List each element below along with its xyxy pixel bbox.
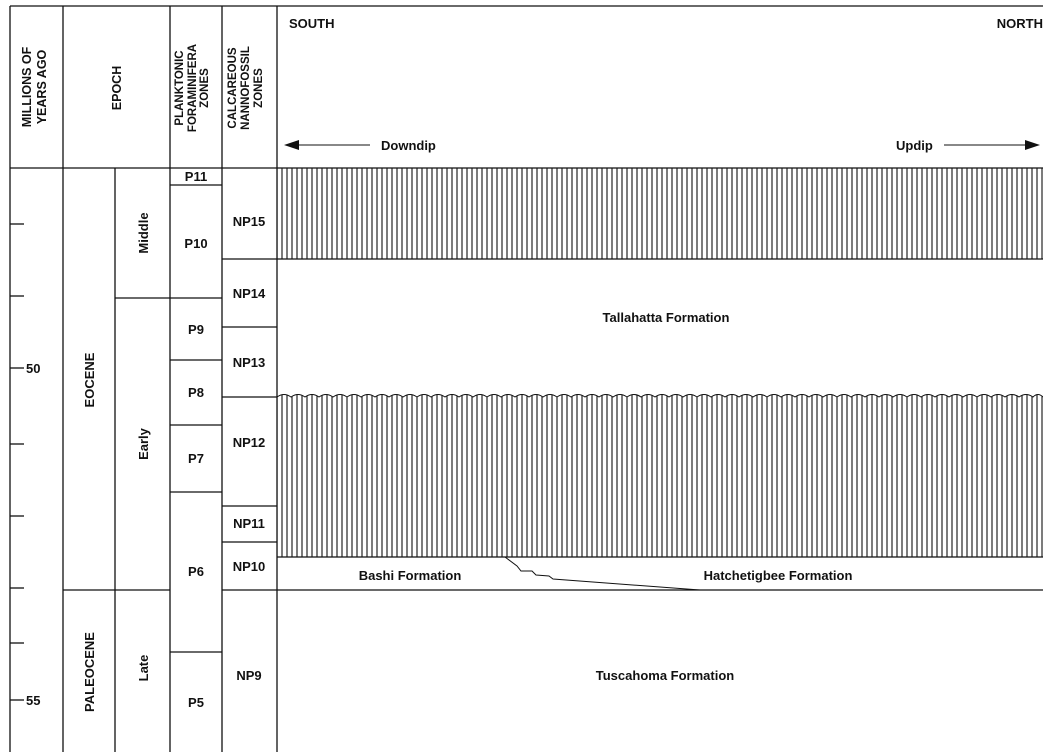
downdip-label: Downdip bbox=[381, 138, 436, 153]
p-zone-label: P10 bbox=[184, 236, 207, 251]
p-zone-label: P8 bbox=[188, 385, 204, 400]
tallahatta-formation-label: Tallahatta Formation bbox=[603, 310, 730, 325]
np-zone-label: NP14 bbox=[233, 286, 266, 301]
nannofossil-header: ZONES bbox=[253, 68, 265, 108]
lower-hiatus-band bbox=[277, 394, 1043, 557]
np-zone-label: NP10 bbox=[233, 559, 266, 574]
updip-arrow-icon bbox=[944, 140, 1040, 150]
np-zone-label: NP13 bbox=[233, 355, 266, 370]
hatchetigbee-formation-label: Hatchetigbee Formation bbox=[704, 568, 853, 583]
late-label: Late bbox=[136, 655, 151, 682]
paleocene-label: PALEOCENE bbox=[82, 632, 97, 712]
np-zone-label: NP12 bbox=[233, 435, 266, 450]
epoch-header: EPOCH bbox=[110, 66, 124, 110]
bashi-formation-label: Bashi Formation bbox=[359, 568, 462, 583]
age-tick-label: 50 bbox=[26, 361, 40, 376]
wavy-unconformity bbox=[276, 394, 1043, 398]
nannofossil-zone-labels: NP15 NP14 NP13 NP12 NP11 NP10 NP9 bbox=[233, 214, 266, 683]
p-zone-label: P7 bbox=[188, 451, 204, 466]
formation-labels: Tallahatta Formation Bashi Formation Hat… bbox=[359, 310, 853, 683]
hatched-bands bbox=[276, 168, 1043, 557]
planktonic-zone-labels: P11 P10 P9 P8 P7 P6 P5 bbox=[184, 169, 207, 710]
p-zone-label: P11 bbox=[185, 169, 207, 184]
age-header: MILLIONS OF bbox=[20, 46, 34, 127]
tuscahoma-formation-label: Tuscahoma Formation bbox=[596, 668, 735, 683]
nannofossil-header: CALCAREOUS bbox=[227, 47, 239, 128]
upper-hiatus-band bbox=[277, 168, 1043, 259]
middle-label: Middle bbox=[136, 212, 151, 253]
nannofossil-header: NANNOFOSSIL bbox=[240, 46, 252, 130]
planktonic-header: ZONES bbox=[199, 68, 211, 108]
np-zone-label: NP15 bbox=[233, 214, 266, 229]
np-zone-label: NP11 bbox=[233, 516, 265, 531]
planktonic-header: PLANKTONIC bbox=[174, 50, 186, 125]
table-grid bbox=[9, 5, 1043, 752]
age-axis: 50 55 bbox=[10, 223, 40, 708]
early-label: Early bbox=[136, 427, 151, 460]
p-zone-label: P6 bbox=[188, 564, 204, 579]
downdip-arrow-icon bbox=[284, 140, 370, 150]
age-tick-label: 55 bbox=[26, 693, 40, 708]
np-zone-label: NP9 bbox=[236, 668, 261, 683]
planktonic-header: FORAMINIFERA bbox=[187, 44, 199, 132]
p-zone-label: P5 bbox=[188, 695, 204, 710]
north-label: NORTH bbox=[997, 16, 1043, 31]
south-label: SOUTH bbox=[289, 16, 335, 31]
eocene-label: EOCENE bbox=[82, 352, 97, 407]
age-header: YEARS AGO bbox=[35, 49, 49, 124]
p-zone-label: P9 bbox=[188, 322, 204, 337]
epoch-labels: EOCENE PALEOCENE Middle Early Late bbox=[82, 212, 151, 712]
updip-label: Updip bbox=[896, 138, 933, 153]
facies-boundary bbox=[504, 556, 701, 591]
column-headers: MILLIONS OF YEARS AGO EPOCH PLANKTONIC F… bbox=[20, 16, 1043, 153]
